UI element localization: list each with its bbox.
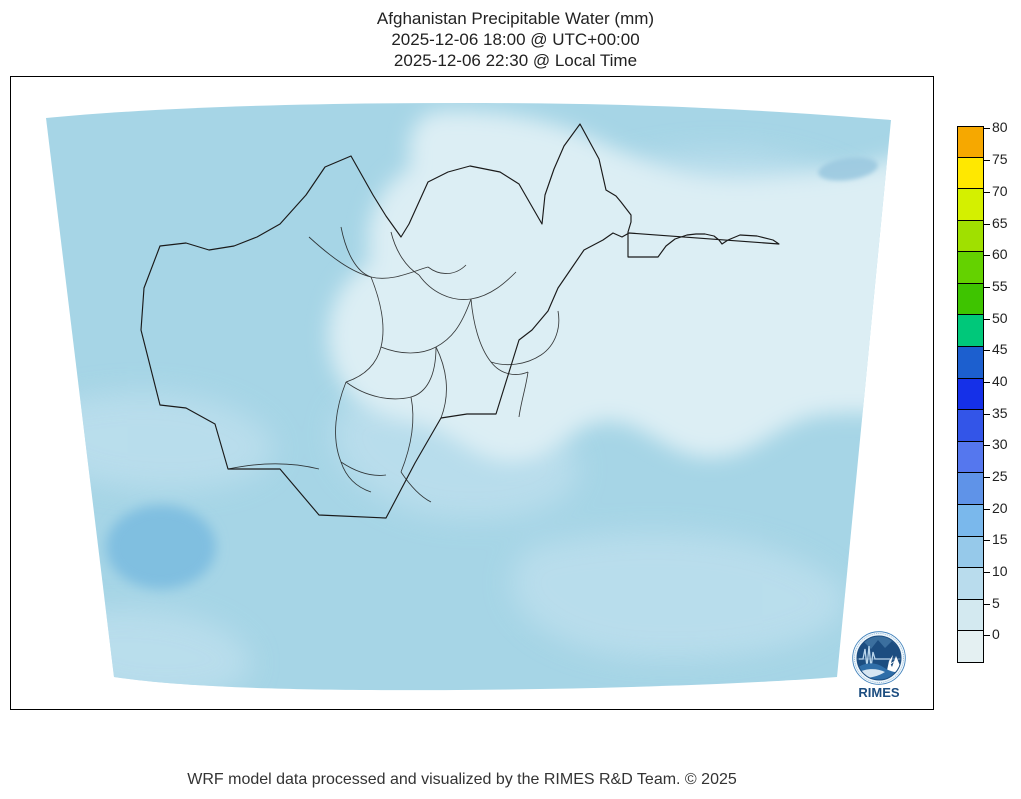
svg-text:RIMES: RIMES: [858, 685, 900, 700]
